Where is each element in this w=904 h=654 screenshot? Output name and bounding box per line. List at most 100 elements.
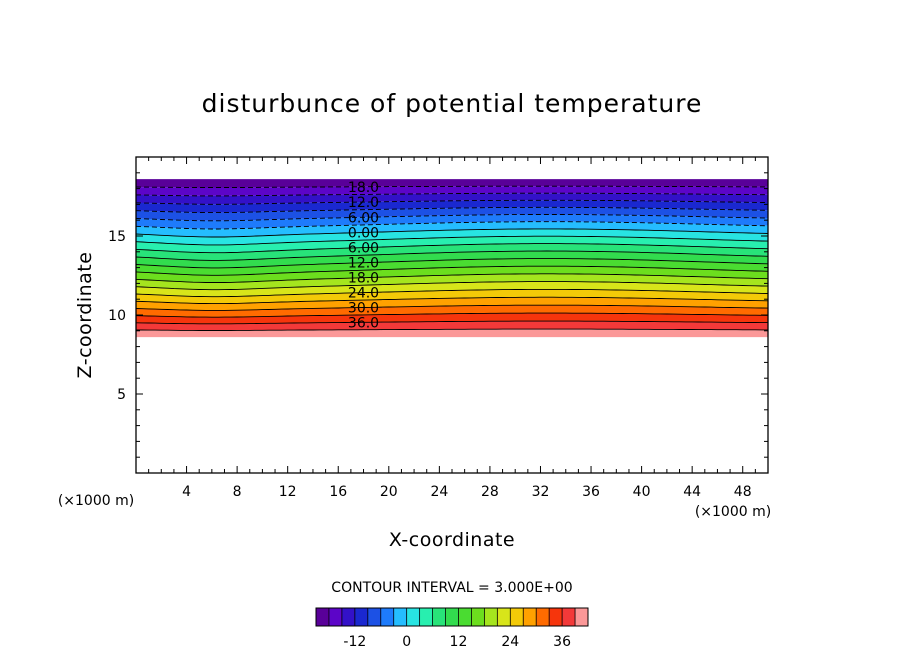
contour-label: 18.0 (348, 271, 379, 287)
contour-line (135, 258, 769, 269)
contour-label: 0.00 (348, 226, 379, 242)
contour-band (136, 258, 768, 276)
contour-label: 6.00 (348, 210, 379, 226)
contour-line (135, 206, 769, 214)
colorbar-swatch (341, 608, 356, 626)
colorbar-swatch (484, 608, 498, 626)
contour-line (135, 228, 769, 238)
colorbar-tick-label: -12 (343, 634, 366, 650)
contour-label: 12.0 (348, 195, 379, 211)
colorbar-swatch (471, 608, 485, 626)
x-tick-label: 4 (182, 484, 191, 500)
x-tick-labels: 4 8 12 16 20 24 28 32 36 40 44 48 (182, 484, 752, 500)
contour-label: 36.0 (348, 315, 379, 331)
colorbar-swatch (445, 608, 459, 626)
contour-band (136, 179, 768, 188)
colorbar-tick-label: 12 (450, 634, 468, 650)
colorbar-tick-labels: -12 0 12 24 36 (343, 634, 571, 650)
x-tick-label: 24 (430, 484, 448, 500)
contour-line (135, 288, 769, 298)
contour-line (136, 328, 768, 331)
contour-line (135, 281, 769, 291)
contour-band (136, 221, 768, 237)
colorbar-swatch (316, 608, 330, 626)
x-tick-label: 40 (633, 484, 651, 500)
colorbar-swatch (458, 608, 472, 626)
contour-band (136, 273, 768, 290)
x-tick-label: 28 (481, 484, 499, 500)
colorbar-swatch (562, 608, 576, 626)
colorbar-swatch (510, 608, 524, 626)
colorbar-swatch (367, 608, 382, 626)
x-tick-label: 16 (329, 484, 347, 500)
contour-band (136, 228, 768, 245)
y-tick-label: 10 (108, 308, 126, 324)
y-tick-labels: 5 10 15 (108, 229, 126, 403)
contour-band (136, 236, 768, 253)
contour-label: 12.0 (348, 256, 379, 272)
contour-label: 6.00 (348, 241, 379, 257)
contour-line (135, 214, 769, 222)
colorbar-swatch (497, 608, 511, 626)
colorbar-tick-label: 36 (553, 634, 571, 650)
contour-band (136, 200, 768, 213)
contour-line (135, 221, 769, 230)
contour-line (135, 312, 769, 318)
colorbar (315, 607, 589, 627)
contour-band (136, 207, 768, 221)
colorbar-swatch (575, 608, 589, 626)
contour-line (135, 273, 769, 283)
contour-line (135, 235, 769, 246)
contour-band (136, 193, 768, 205)
y-tick-label: 5 (117, 387, 126, 403)
contour-band (136, 266, 768, 283)
colorbar-frame (315, 607, 589, 627)
contour-band (136, 186, 768, 196)
contour-band (136, 329, 768, 338)
colorbar-swatch (380, 608, 395, 626)
x-tick-label: 12 (279, 484, 297, 500)
contour-band (136, 297, 768, 311)
colorbar-swatch (536, 608, 550, 626)
colorbar-swatch (328, 608, 343, 626)
chart-title: disturbunce of potential temperature (202, 89, 703, 118)
contour-label: 30.0 (348, 301, 379, 317)
contour-lines (135, 185, 769, 331)
contour-band (136, 214, 768, 229)
y-tick-label: 15 (108, 229, 126, 245)
contour-line (135, 199, 768, 205)
x-tick-label: 44 (683, 484, 701, 500)
colorbar-swatch (354, 608, 369, 626)
contour-line (135, 185, 768, 188)
colorbar-swatch (406, 608, 421, 626)
contour-fill (136, 179, 768, 338)
x-unit-label-left: (×1000 m) (58, 493, 134, 509)
y-axis-title: Z-coordinate (74, 252, 96, 379)
contour-line (135, 265, 769, 276)
contour-line (135, 250, 769, 261)
axis-ticks (135, 156, 769, 474)
contour-label: 18.0 (348, 180, 379, 196)
colorbar-swatch (549, 608, 563, 626)
contour-interval-label: CONTOUR INTERVAL = 3.000E+00 (331, 580, 572, 596)
colorbar-swatch (393, 608, 408, 626)
contour-label: 24.0 (348, 286, 379, 302)
contour-band (136, 305, 768, 318)
contour-band (136, 289, 768, 304)
contour-line (135, 304, 769, 311)
x-tick-label: 36 (582, 484, 600, 500)
contour-band (136, 281, 768, 297)
contour-line (135, 243, 769, 254)
contour-line (135, 192, 768, 197)
x-tick-label: 48 (734, 484, 752, 500)
x-tick-label: 20 (380, 484, 398, 500)
colorbar-swatch (432, 608, 446, 626)
contour-line (135, 320, 768, 325)
contour-line (135, 296, 769, 305)
colorbar-tick-label: 0 (402, 634, 411, 650)
colorbar-tick-label: 24 (501, 634, 519, 650)
colorbar-swatch (523, 608, 537, 626)
y-unit-label-right: (×1000 m) (695, 504, 771, 520)
